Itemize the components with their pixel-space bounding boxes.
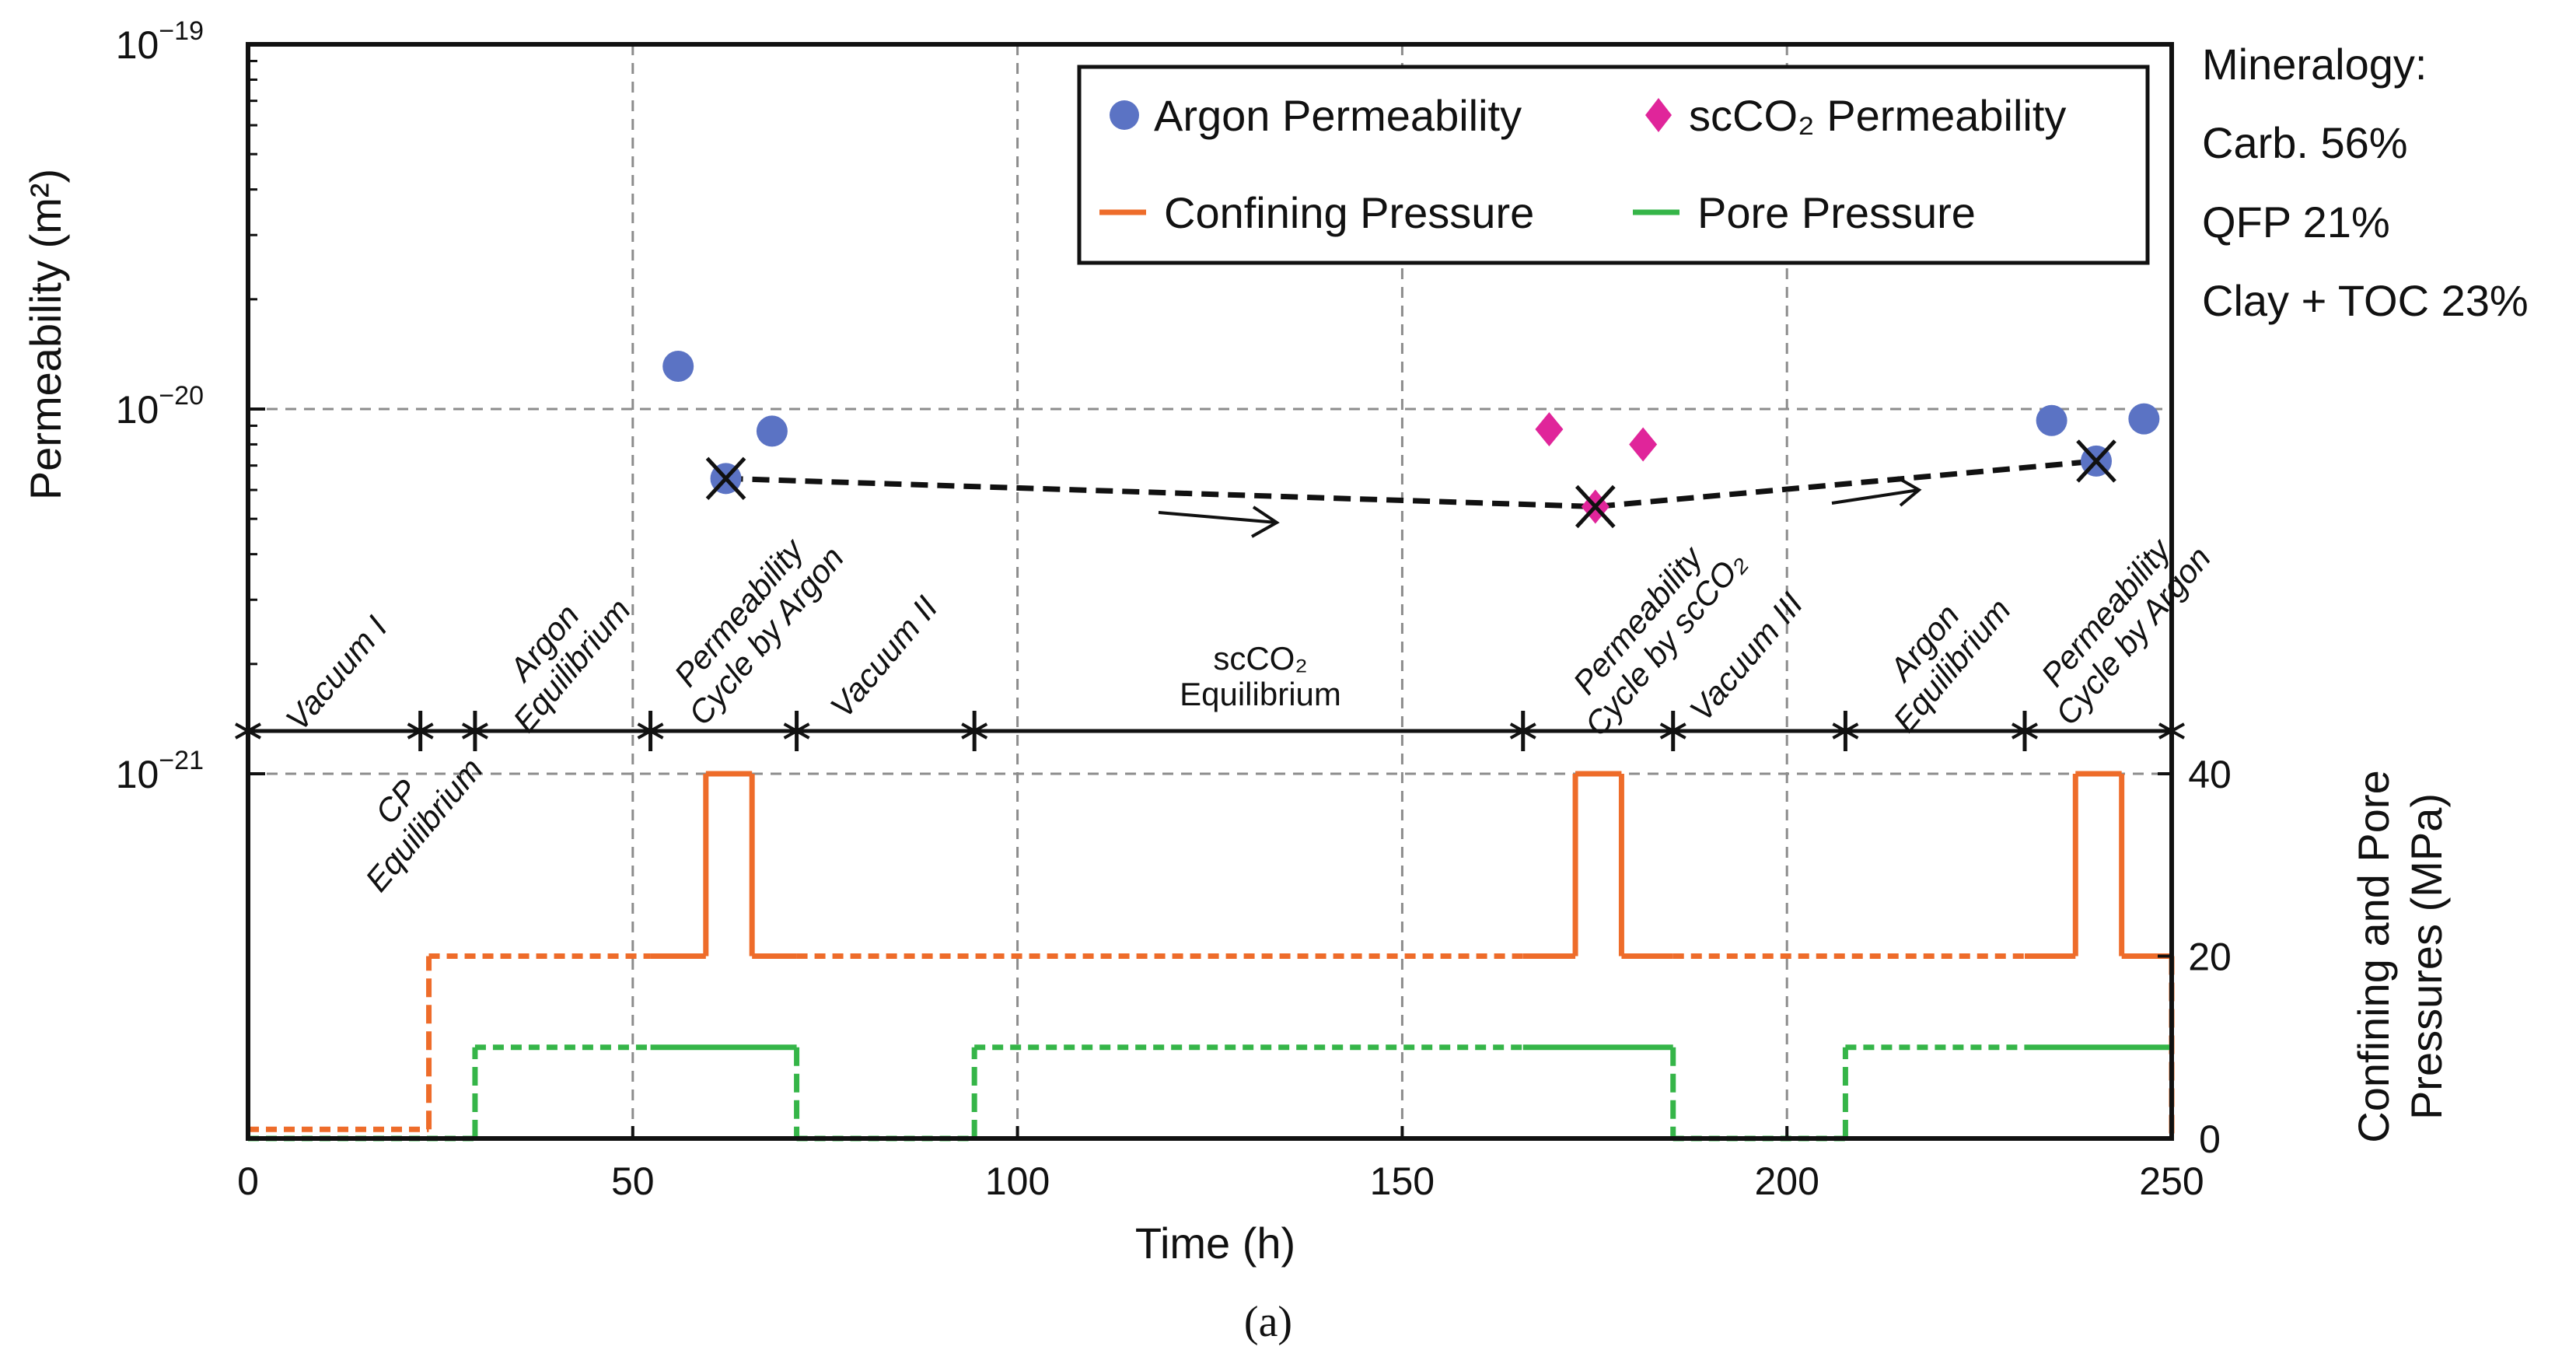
phase-label: Vacuum I [278,609,394,737]
data-points [662,350,2160,538]
x-tick-label: 50 [611,1159,655,1203]
crossed-marker [1575,484,1616,529]
phase-arrowhead [783,722,810,740]
phase-label: PermeabilityCycle by Argon [2021,516,2218,732]
phase-label: Vacuum II [823,589,945,724]
scco2-permeability-point [1535,412,1564,447]
legend-argon-label: Argon Permeability [1154,91,1522,140]
crossed-marker [705,456,746,501]
plot-frame [246,42,2174,1141]
phase-label: ArgonEquilibrium [478,568,638,739]
phase-arrowhead [637,722,664,740]
phase-arrowhead [461,722,488,740]
scco2-permeability-point [1629,427,1658,462]
legend: Argon Permeability scCO₂ Permeability Co… [1077,65,2150,265]
x-tick-label: 0 [237,1159,259,1203]
phase-arrowhead [2012,722,2038,740]
argon-permeability-point [2128,403,2160,435]
argon-permeability-point [756,415,788,447]
pressure-lines [248,771,2175,1142]
y-tick-label: 10−19 [116,16,204,67]
legend-scco2-label: scCO₂ Permeability [1689,91,2066,140]
phase-arrowhead [961,722,988,740]
mineralogy-title: Mineralogy: [2202,40,2427,89]
figure-caption: (a) [1244,1298,1292,1346]
argon-permeability-point [662,350,694,382]
phase-arrowhead [407,722,434,740]
y2-axis-label-line2: Pressures (MPa) [2402,793,2451,1120]
argon-permeability-point [2036,404,2067,436]
y2-tick-label: 20 [2188,936,2232,979]
crossed-marker [2076,439,2116,483]
legend-pore-label: Pore Pressure [1697,188,1976,237]
phase-label: ArgonEquilibrium [1858,568,2018,739]
x-tick-label: 150 [1370,1159,1435,1203]
phase-label: CPEquilibrium [330,728,490,898]
mineralogy-annotation: Mineralogy: Carb. 56% QFP 21% Clay + TOC… [2202,40,2529,325]
y2-tick-label: 40 [2188,753,2232,796]
legend-box [1077,65,2150,265]
y-axis-label: Permeability (m²) [21,169,70,500]
mineralogy-clay-toc: Clay + TOC 23% [2202,276,2529,325]
mineralogy-carbonate: Carb. 56% [2202,118,2408,167]
phase-label: scCO₂ Equilibrium [1180,640,1341,712]
trend-arrow [1831,476,1922,507]
phase-label: PermeabilityCycle by Argon [654,516,851,732]
y2-axis-label-line1: Confining and Pore [2349,770,2398,1142]
grid-lines [248,44,2172,1138]
y-tick-label: 10−20 [116,381,204,432]
legend-confining-label: Confining Pressure [1164,188,1534,237]
legend-argon-marker [1110,100,1139,130]
y-tick-label: 10−21 [116,746,204,796]
phase-arrowhead [1659,722,1686,740]
x-tick-label: 250 [2139,1159,2204,1203]
x-tick-label: 100 [985,1159,1050,1203]
y2-tick-label: 0 [2199,1117,2221,1161]
legend-scco2-marker [1645,98,1672,132]
trend-arrow [1158,505,1280,538]
trend-line [725,458,2097,510]
x-axis-label: Time (h) [1135,1219,1295,1268]
phase-arrowhead [1509,722,1536,740]
mineralogy-qfp: QFP 21% [2202,198,2390,247]
phase-arrowhead [1832,722,1859,740]
x-tick-label: 200 [1754,1159,1819,1203]
